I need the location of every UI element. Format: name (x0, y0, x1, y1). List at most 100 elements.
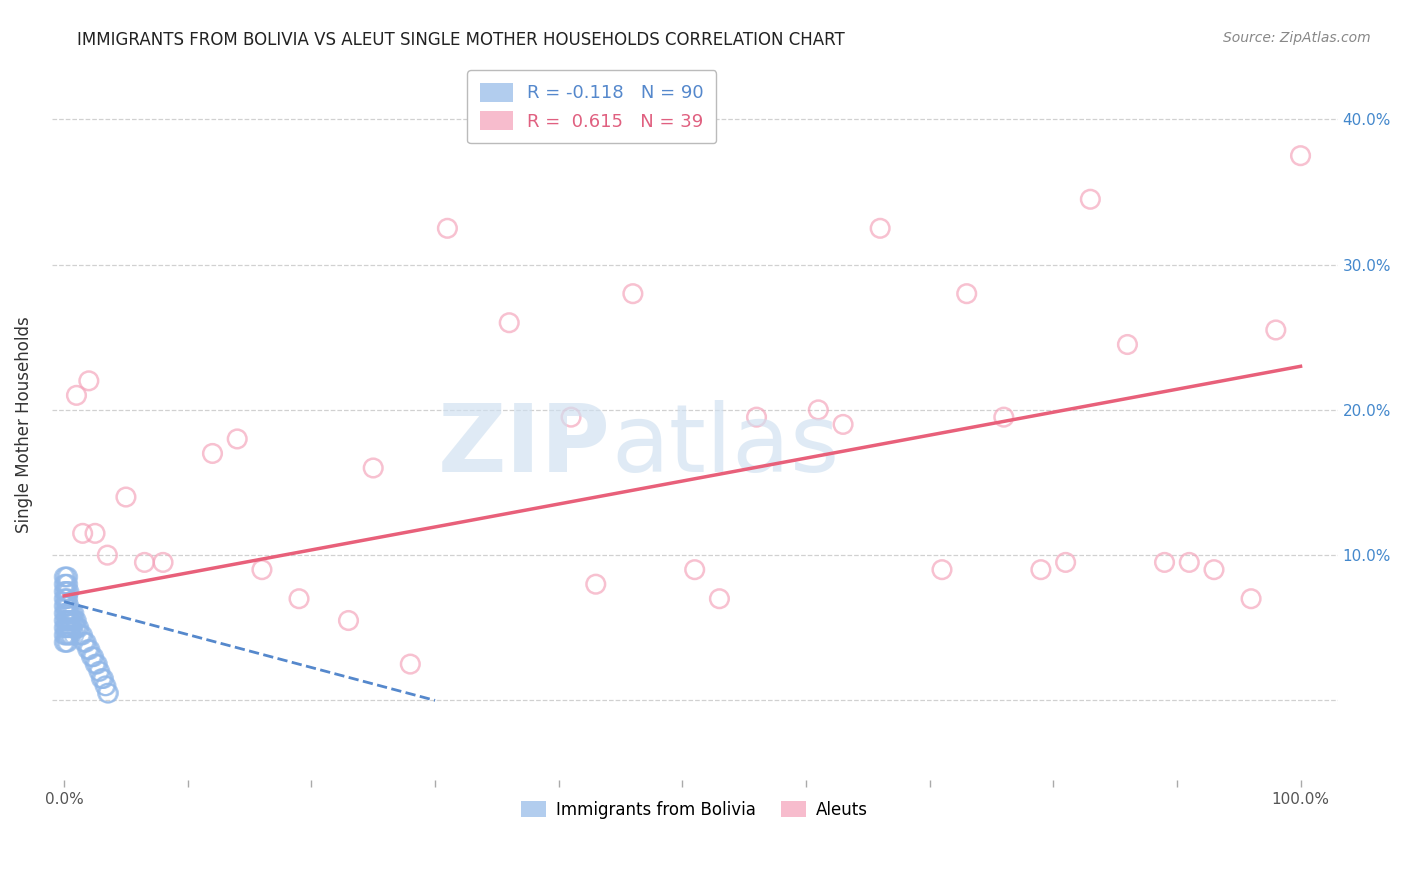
Point (65, 621, 87, 635)
Point (361, 461, 384, 475)
Point (1178, 556, 1201, 570)
Point (53, 584, 76, 599)
Point (53, 614, 76, 628)
Point (59, 606, 82, 620)
Point (56, 606, 79, 620)
Point (58, 599, 80, 613)
Point (56, 628, 79, 642)
Y-axis label: Single Mother Households: Single Mother Households (15, 316, 32, 533)
Point (1240, 591, 1263, 606)
Point (59, 621, 82, 635)
Point (53, 570, 76, 584)
Point (77, 642, 100, 657)
Point (91, 672, 114, 686)
Point (77, 374, 100, 388)
Point (337, 614, 360, 628)
Point (58, 606, 80, 620)
Point (53, 606, 76, 620)
Point (84, 657, 107, 671)
Point (84, 526, 107, 541)
Point (55, 621, 77, 635)
Point (89, 665, 111, 679)
Point (60, 628, 83, 642)
Point (63, 606, 86, 620)
Point (56, 635, 79, 649)
Point (62, 606, 84, 620)
Point (55, 599, 77, 613)
Point (65, 614, 87, 628)
Point (56, 591, 79, 606)
Point (53, 591, 76, 606)
Point (60, 614, 83, 628)
Point (53, 599, 76, 613)
Point (75, 635, 97, 649)
Point (53, 635, 76, 649)
Point (82, 649, 104, 664)
Point (59, 628, 82, 642)
Point (87, 665, 110, 679)
Point (1078, 192, 1101, 206)
Point (621, 286, 644, 301)
Point (58, 614, 80, 628)
Point (56, 570, 79, 584)
Point (53, 628, 76, 642)
Point (53, 635, 76, 649)
Text: Source: ZipAtlas.com: Source: ZipAtlas.com (1223, 31, 1371, 45)
Point (436, 221, 458, 235)
Point (56, 584, 79, 599)
Point (1264, 323, 1286, 337)
Point (53, 599, 76, 613)
Point (956, 286, 979, 301)
Point (56, 577, 79, 591)
Point (56, 621, 79, 635)
Point (66, 621, 89, 635)
Point (60, 606, 83, 620)
Point (1289, 149, 1312, 163)
Point (60, 621, 83, 635)
Point (94, 679, 117, 693)
Point (55, 570, 77, 584)
Point (56, 599, 79, 613)
Point (115, 490, 138, 504)
Point (993, 410, 1015, 425)
Point (832, 417, 855, 432)
Point (70, 628, 93, 642)
Point (53, 584, 76, 599)
Point (58, 621, 80, 635)
Point (683, 563, 706, 577)
Point (94, 679, 117, 693)
Point (65, 614, 87, 628)
Point (1202, 563, 1225, 577)
Point (65, 621, 87, 635)
Point (53, 621, 76, 635)
Point (226, 432, 249, 446)
Point (1054, 556, 1077, 570)
Point (62, 614, 84, 628)
Point (79, 642, 101, 657)
Point (55, 635, 77, 649)
Point (807, 403, 830, 417)
Point (53, 606, 76, 620)
Point (69, 628, 91, 642)
Point (55, 628, 77, 642)
Point (90, 672, 112, 686)
Point (93, 672, 115, 686)
Point (84, 657, 107, 671)
Point (55, 614, 77, 628)
Point (53, 570, 76, 584)
Point (59, 614, 82, 628)
Point (1116, 337, 1139, 351)
Point (1029, 563, 1052, 577)
Point (201, 446, 224, 460)
Point (56, 614, 79, 628)
Legend: Immigrants from Bolivia, Aleuts: Immigrants from Bolivia, Aleuts (515, 794, 875, 825)
Point (73, 635, 96, 649)
Point (96, 686, 118, 700)
Point (72, 526, 94, 541)
Text: IMMIGRANTS FROM BOLIVIA VS ALEUT SINGLE MOTHER HOUSEHOLDS CORRELATION CHART: IMMIGRANTS FROM BOLIVIA VS ALEUT SINGLE … (77, 31, 845, 49)
Point (67, 621, 90, 635)
Point (560, 410, 582, 425)
Point (53, 628, 76, 642)
Point (62, 621, 84, 635)
Point (399, 657, 422, 671)
